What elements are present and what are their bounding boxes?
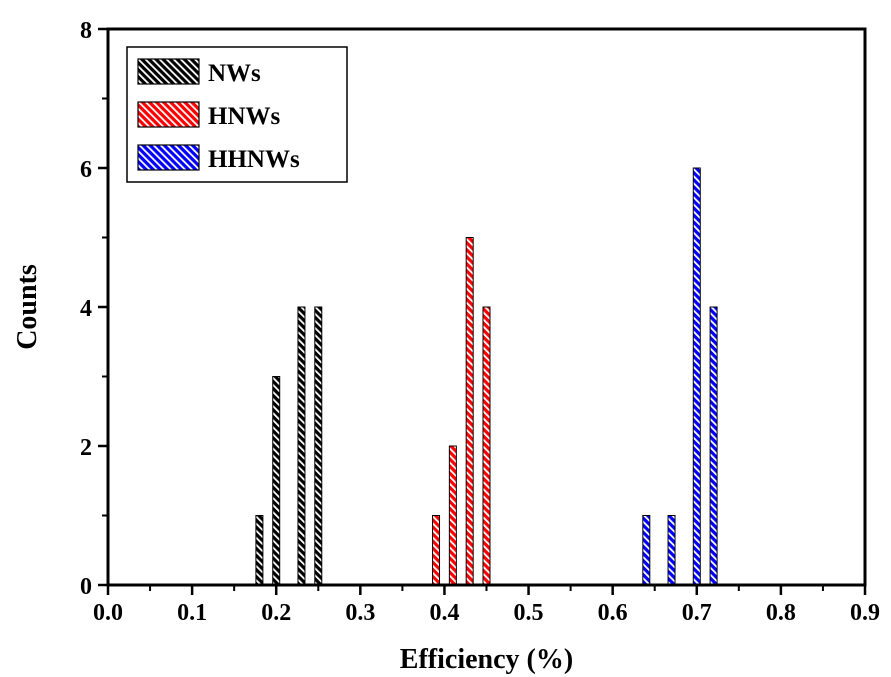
y-tick-label: 2 (80, 435, 92, 461)
x-tick-label: 0.2 (261, 600, 291, 626)
legend-swatch-hhnws (137, 144, 200, 171)
bar-hhnws-3 (709, 306, 718, 586)
legend-label-hnws: HNWs (208, 103, 281, 130)
legend-swatch-hnws (137, 101, 200, 128)
bar-nws-1 (272, 376, 281, 586)
x-tick-label: 0.0 (93, 600, 123, 626)
bar-nws-2 (297, 306, 306, 586)
x-axis-tick-labels: 0.0 0.1 0.2 0.3 0.4 0.5 0.6 0.7 0.8 0.9 (93, 600, 880, 626)
bar-nws-0 (255, 515, 264, 586)
bar-hhnws-1 (667, 515, 676, 586)
y-axis-ticks (98, 27, 108, 587)
x-tick-label: 0.8 (766, 600, 796, 626)
y-tick-label: 4 (80, 296, 92, 322)
legend-label-hhnws: HHNWs (208, 146, 300, 173)
y-axis-title: Counts (12, 264, 43, 350)
legend: NWs HNWs HHNWs (126, 46, 348, 183)
x-tick-label: 0.7 (682, 600, 712, 626)
y-tick-label: 0 (80, 574, 92, 600)
bar-hnws-3 (482, 306, 491, 586)
bar-nws-3 (314, 306, 323, 586)
y-tick-label: 8 (80, 18, 92, 44)
x-tick-label: 0.3 (345, 600, 375, 626)
y-axis-tick-labels: 0 2 4 6 8 (80, 18, 92, 600)
bar-hnws-2 (465, 237, 474, 586)
x-axis-title: Efficiency (%) (400, 644, 573, 675)
legend-label-nws: NWs (208, 60, 261, 87)
x-tick-label: 0.4 (429, 600, 459, 626)
legend-swatch-nws (137, 58, 200, 85)
x-axis-ticks (106, 585, 867, 595)
bar-hhnws-2 (692, 167, 701, 586)
bar-hhnws-0 (642, 515, 651, 586)
y-tick-label: 6 (80, 157, 92, 183)
bar-hnws-0 (432, 515, 441, 586)
bar-hnws-1 (448, 445, 457, 586)
x-tick-label: 0.1 (177, 600, 207, 626)
x-tick-label: 0.6 (598, 600, 628, 626)
x-tick-label: 0.5 (514, 600, 544, 626)
bars-layer (255, 167, 718, 586)
x-tick-label: 0.9 (850, 600, 880, 626)
